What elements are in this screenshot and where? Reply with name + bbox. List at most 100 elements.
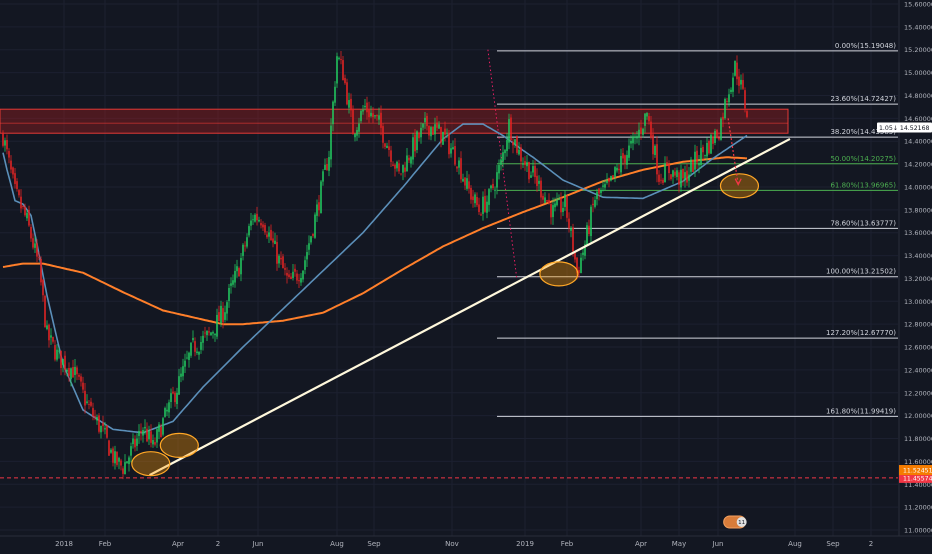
candle-body [84,390,86,406]
candle-body [712,136,714,144]
time-tick-label: Apr [172,540,184,548]
candle-body [214,333,216,336]
candle-body [32,238,34,248]
candle-body [342,60,344,81]
price-marker-bg [899,472,932,483]
candle-body [434,124,436,135]
candle-body [498,164,500,174]
candle-body [62,358,64,366]
price-tick-label: 11.00000 [904,527,932,535]
candle-body [198,351,200,355]
candle-body [576,257,578,273]
candle-body [534,165,536,178]
candle-body [326,164,328,171]
last-price-badge-text: 1.05↓ 14.52168 [879,125,930,132]
event-badge-dot [736,517,747,527]
candle-body [100,425,102,433]
candle-body [440,127,442,143]
time-tick-label: Nov [445,540,459,548]
resistance-zone-rect [0,108,789,134]
candle-body [652,134,654,155]
time-tick-label: 2 [216,540,220,548]
candle-body [218,312,220,322]
candle-body [632,136,634,144]
candle-body [300,277,302,283]
price-tick-label: 13.60000 [904,229,932,237]
candle-body [506,139,508,152]
candle-body [28,209,30,226]
candle-body [8,151,10,158]
forecast-arrow-head [734,178,742,187]
price-tick-label: 14.80000 [904,92,932,100]
candle-body [600,190,602,193]
price-tick-label: 11.20000 [904,504,932,512]
candle-body [390,150,392,162]
candle-body [220,305,222,324]
candle-body [584,244,586,256]
candle-body [486,201,488,213]
candle-body [384,143,386,147]
candle-body [740,79,742,85]
candle-body [530,175,532,178]
candle-body [742,80,744,89]
candle-body [716,129,718,138]
candle-body [378,115,380,120]
candle-body [246,237,248,247]
candle-body [658,174,660,182]
candle-body [202,335,204,343]
candle-body [366,102,368,113]
candle-body [64,355,66,370]
candle-body [668,164,670,174]
time-axis[interactable]: 2018 Feb Apr 2 Jun Aug Sep Nov 2019 Feb Apr May Jun A… [0,535,932,548]
candle-body [638,129,640,138]
candle-body [634,136,636,138]
candle-body [678,172,680,185]
candle-body [280,257,282,260]
candle-body [372,113,374,118]
price-tick-label: 13.40000 [904,252,932,260]
price-tick-label: 11.60000 [904,458,932,466]
candle-body [532,166,534,173]
candle-body [178,376,180,395]
fib-level-label: 23.60%(14.72427) [830,95,896,103]
candle-body [24,206,26,216]
candle-body [392,164,394,166]
candle-body [426,116,428,127]
candle-body [364,105,366,108]
time-tick-label: 2019 [516,540,534,548]
candle-body [290,276,292,280]
candle-body [126,461,128,464]
time-tick-label: 2 [869,540,873,548]
candle-body [114,451,116,464]
candle-body [482,196,484,214]
price-tick-label: 15.20000 [904,46,932,54]
candle-body [568,218,570,229]
candle-body [452,147,454,150]
candle-body [340,58,342,60]
candle-body [488,189,490,205]
candle-body [420,127,422,138]
candle-body [564,194,566,207]
candle-body [408,157,410,161]
price-axis[interactable]: 15.60000 15.40000 15.20000 15.00000 14.80000… [898,0,932,550]
candle-body [56,349,58,360]
time-tick-label: Aug [788,540,802,548]
candle-body [496,172,498,188]
candle-body [106,425,108,438]
candle-body [150,431,152,443]
candle-body [52,336,54,342]
candle-body [556,199,558,206]
candle-body [236,266,238,272]
candle-body [648,116,650,122]
candle-body [312,233,314,236]
candle-body [554,203,556,208]
fib-level-label: 161.80%(11.99419) [826,407,896,415]
candle-body [708,141,710,154]
candle-body [148,430,150,440]
candle-body [108,440,110,456]
candle-body [30,226,32,239]
candle-body [508,119,510,143]
candle-body [430,127,432,137]
candle-body [102,423,104,427]
candle-body [656,144,658,175]
